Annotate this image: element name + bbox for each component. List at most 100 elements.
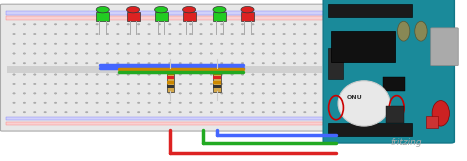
Ellipse shape (210, 93, 212, 94)
Ellipse shape (158, 24, 161, 25)
Ellipse shape (148, 93, 150, 94)
Ellipse shape (148, 102, 150, 104)
Ellipse shape (304, 62, 306, 64)
Ellipse shape (189, 53, 192, 54)
Ellipse shape (272, 33, 275, 35)
Ellipse shape (64, 43, 67, 45)
Ellipse shape (34, 24, 36, 25)
Ellipse shape (34, 83, 36, 85)
Ellipse shape (23, 111, 26, 113)
Ellipse shape (127, 74, 129, 75)
Ellipse shape (13, 43, 15, 45)
Bar (167, 76, 174, 79)
Bar (167, 85, 174, 88)
Bar (6, 122, 323, 125)
Text: fritzing: fritzing (390, 138, 422, 147)
Ellipse shape (262, 74, 265, 75)
Bar (213, 85, 221, 88)
Ellipse shape (210, 62, 212, 64)
Ellipse shape (96, 74, 99, 75)
Ellipse shape (241, 33, 244, 35)
Ellipse shape (106, 74, 109, 75)
Ellipse shape (54, 24, 57, 25)
Ellipse shape (231, 24, 234, 25)
Ellipse shape (158, 74, 161, 75)
Ellipse shape (252, 111, 254, 113)
Ellipse shape (262, 43, 265, 45)
Ellipse shape (34, 43, 36, 45)
Ellipse shape (44, 74, 46, 75)
Ellipse shape (106, 53, 109, 54)
Ellipse shape (213, 6, 226, 13)
Ellipse shape (96, 53, 99, 54)
Ellipse shape (314, 111, 317, 113)
Ellipse shape (75, 93, 78, 94)
Ellipse shape (293, 43, 296, 45)
Bar (167, 72, 174, 75)
Ellipse shape (169, 33, 171, 35)
Ellipse shape (283, 93, 285, 94)
Ellipse shape (314, 62, 317, 64)
Ellipse shape (54, 111, 57, 113)
Ellipse shape (155, 6, 168, 13)
Ellipse shape (127, 53, 129, 54)
Ellipse shape (189, 33, 192, 35)
Ellipse shape (415, 21, 427, 41)
Bar (167, 81, 174, 84)
Ellipse shape (231, 93, 234, 94)
Ellipse shape (13, 111, 15, 113)
Ellipse shape (200, 62, 202, 64)
Ellipse shape (34, 102, 36, 104)
Ellipse shape (158, 93, 161, 94)
Ellipse shape (314, 33, 317, 35)
Ellipse shape (137, 93, 140, 94)
Ellipse shape (304, 53, 306, 54)
Ellipse shape (293, 74, 296, 75)
FancyBboxPatch shape (431, 28, 458, 66)
Ellipse shape (96, 24, 99, 25)
Ellipse shape (252, 83, 254, 85)
Ellipse shape (283, 33, 285, 35)
Ellipse shape (96, 33, 99, 35)
Ellipse shape (106, 24, 109, 25)
Ellipse shape (314, 102, 317, 104)
Ellipse shape (304, 33, 306, 35)
Ellipse shape (127, 93, 129, 94)
Ellipse shape (179, 43, 182, 45)
Bar (426, 116, 438, 128)
Ellipse shape (23, 93, 26, 94)
Ellipse shape (169, 111, 171, 113)
Ellipse shape (272, 102, 275, 104)
Ellipse shape (200, 83, 202, 85)
Ellipse shape (231, 43, 234, 45)
Ellipse shape (127, 62, 129, 64)
Ellipse shape (137, 74, 140, 75)
Ellipse shape (220, 83, 223, 85)
Ellipse shape (23, 74, 26, 75)
Ellipse shape (148, 74, 150, 75)
Ellipse shape (241, 6, 254, 13)
FancyBboxPatch shape (0, 4, 329, 131)
Ellipse shape (158, 83, 161, 85)
Bar (331, 31, 395, 62)
Ellipse shape (137, 43, 140, 45)
Ellipse shape (283, 24, 285, 25)
Ellipse shape (314, 83, 317, 85)
Ellipse shape (158, 33, 161, 35)
Ellipse shape (272, 111, 275, 113)
Ellipse shape (13, 33, 15, 35)
Ellipse shape (252, 102, 254, 104)
Ellipse shape (13, 24, 15, 25)
Ellipse shape (231, 74, 234, 75)
Ellipse shape (158, 111, 161, 113)
Ellipse shape (106, 102, 109, 104)
Ellipse shape (117, 53, 119, 54)
Ellipse shape (75, 53, 78, 54)
Ellipse shape (241, 93, 244, 94)
Ellipse shape (293, 102, 296, 104)
Ellipse shape (189, 93, 192, 94)
Ellipse shape (283, 62, 285, 64)
Ellipse shape (210, 74, 212, 75)
Ellipse shape (96, 102, 99, 104)
Bar (6, 16, 323, 20)
